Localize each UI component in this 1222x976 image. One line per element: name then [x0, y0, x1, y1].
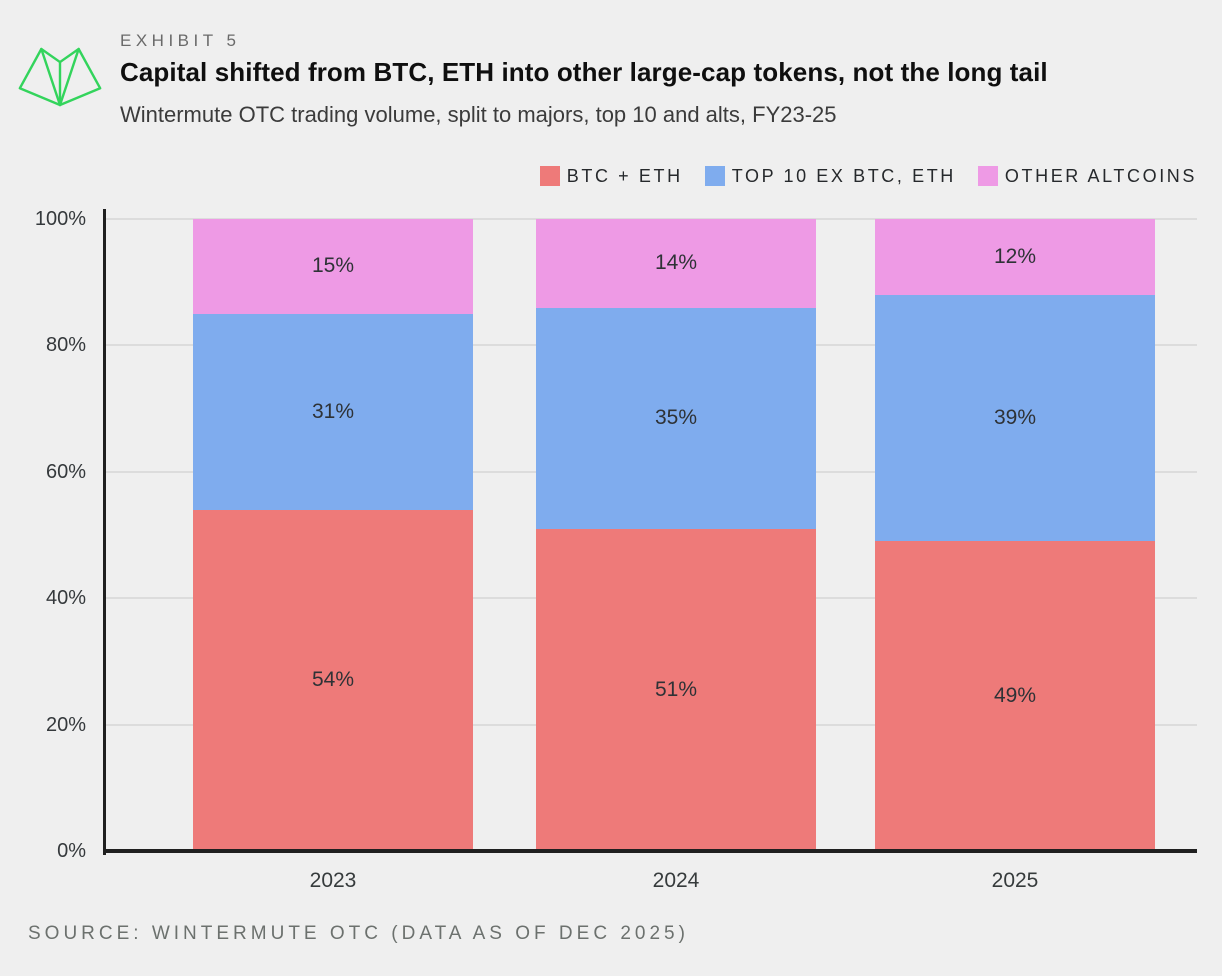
- legend-swatch-icon: [977, 166, 998, 186]
- bar-segment: 12%: [875, 219, 1155, 295]
- y-tick-label: 60%: [45, 460, 86, 483]
- legend-item: OTHER ALTCOINS: [977, 165, 1197, 187]
- y-tick-label: 80%: [45, 334, 86, 357]
- bar-stack-2024: 51% 35% 14%: [536, 219, 816, 851]
- plot-area: 54% 31% 15% 51% 35% 14% 49% 39% 12%: [105, 218, 1197, 851]
- source-note: SOURCE: WINTERMUTE OTC (DATA AS OF DEC 2…: [28, 923, 689, 944]
- x-tick-label: 2024: [652, 869, 700, 892]
- y-tick-label: 40%: [45, 587, 86, 610]
- y-tick-label: 100%: [34, 208, 86, 230]
- segment-label: 14%: [654, 251, 698, 275]
- x-axis-line: [105, 849, 1197, 853]
- segment-label: 31%: [311, 399, 355, 423]
- segment-label: 39%: [993, 406, 1037, 430]
- bar-stack-2023: 54% 31% 15%: [193, 219, 473, 851]
- bar-stack-2025: 49% 39% 12%: [875, 219, 1155, 851]
- segment-label: 15%: [311, 254, 355, 278]
- bar-segment: 39%: [875, 294, 1155, 542]
- legend-label: BTC + ETH: [566, 165, 683, 186]
- segment-label: 12%: [993, 244, 1037, 268]
- legend-label: TOP 10 EX BTC, ETH: [731, 165, 956, 186]
- bar-segment: 35%: [536, 307, 816, 529]
- x-tick-label: 2025: [991, 869, 1039, 892]
- chart-title: Capital shifted from BTC, ETH into other…: [120, 57, 1048, 87]
- segment-label: 49%: [993, 684, 1037, 708]
- legend-swatch-icon: [704, 166, 725, 186]
- legend-item: BTC + ETH: [539, 165, 683, 187]
- segment-label: 35%: [654, 406, 698, 430]
- legend-swatch-icon: [539, 166, 560, 186]
- exhibit-label: EXHIBIT 5: [120, 31, 241, 50]
- y-axis-labels: 0% 20% 40% 60% 80% 100%: [0, 208, 86, 862]
- bar-segment: 54%: [193, 509, 473, 851]
- bar-segment: 51%: [536, 528, 816, 851]
- segment-label: 54%: [311, 668, 355, 692]
- wintermute-logo: [18, 47, 102, 107]
- bar-segment: 49%: [875, 541, 1155, 851]
- gridline-100: [105, 218, 1197, 220]
- legend-item: TOP 10 EX BTC, ETH: [704, 165, 956, 187]
- y-tick-label: 20%: [45, 713, 86, 736]
- legend: BTC + ETH TOP 10 EX BTC, ETH OTHER ALTCOIN…: [539, 163, 1197, 189]
- y-tick-label: 0%: [57, 840, 86, 862]
- bar-segment: 15%: [193, 219, 473, 314]
- bar-segment: 14%: [536, 219, 816, 308]
- legend-label: OTHER ALTCOINS: [1004, 165, 1197, 186]
- segment-label: 51%: [654, 677, 698, 701]
- bar-segment: 31%: [193, 313, 473, 510]
- chart-subtitle: Wintermute OTC trading volume, split to …: [120, 102, 837, 127]
- x-tick-label: 2023: [309, 869, 357, 892]
- y-axis-line: [103, 209, 106, 855]
